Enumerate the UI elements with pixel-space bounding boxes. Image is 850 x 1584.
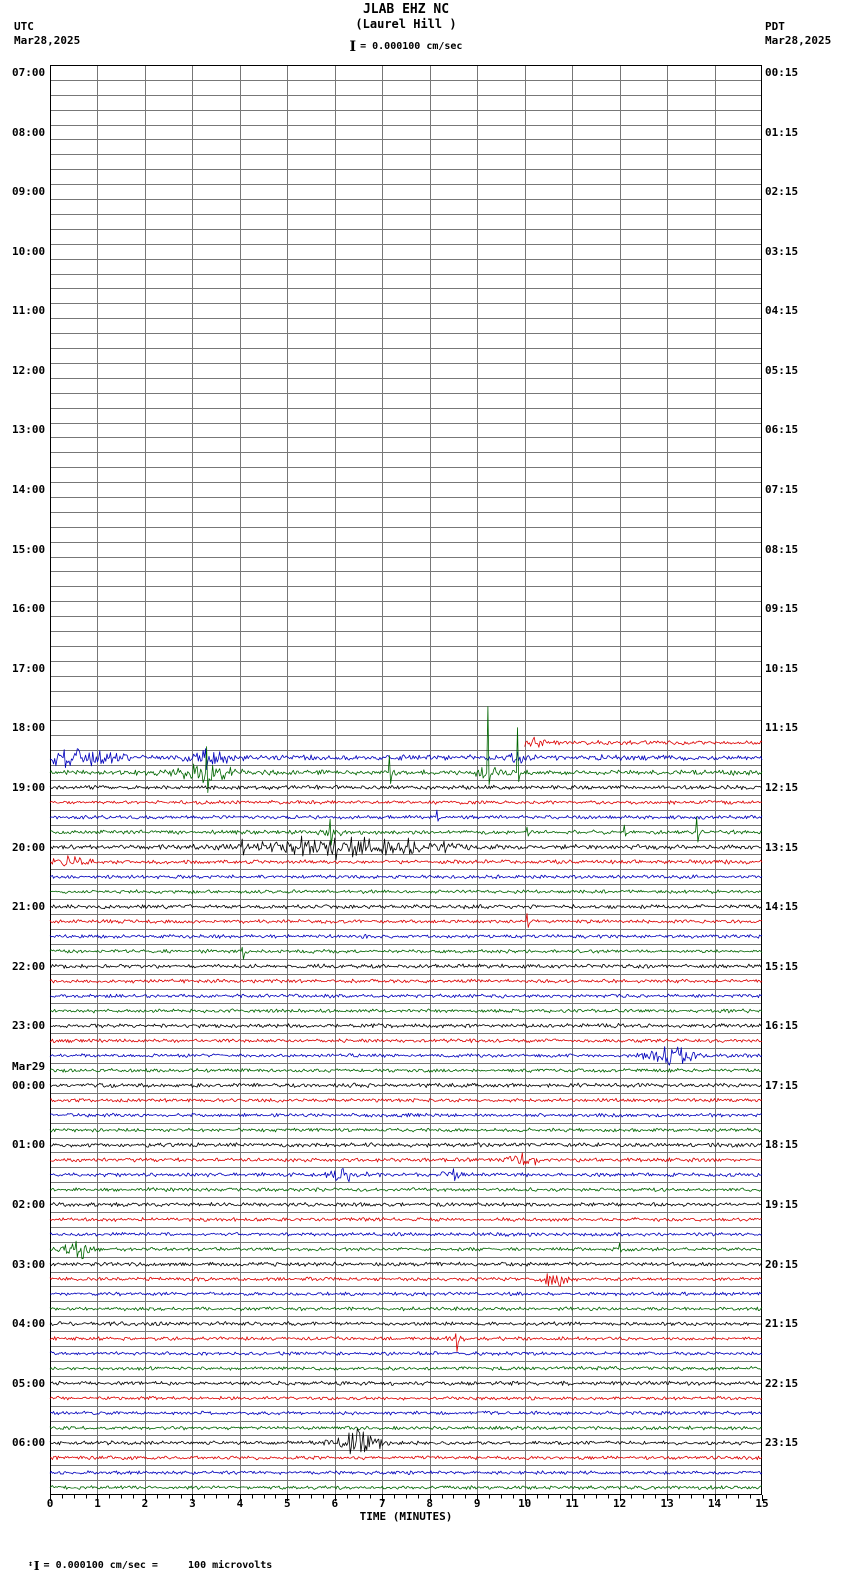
- helicorder-plot: [49, 65, 763, 1501]
- footnote-scale-bar-icon: I: [33, 1559, 40, 1573]
- x-tick-label: 10: [518, 1497, 532, 1510]
- utc-hour-label: 19:00: [12, 780, 46, 794]
- utc-hour-label: 07:00: [12, 65, 46, 79]
- utc-hour-label: 05:00: [12, 1376, 46, 1390]
- utc-hour-label: 02:00: [12, 1198, 46, 1211]
- pdt-hour-label: 11:15: [765, 721, 799, 735]
- utc-date-label: Mar28,2025: [14, 34, 81, 47]
- pdt-hour-label: 05:15: [765, 363, 799, 377]
- utc-hour-label: 01:00: [12, 1138, 46, 1152]
- x-tick-label: 2: [141, 1497, 149, 1510]
- utc-hour-label: 23:00: [12, 1019, 46, 1033]
- utc-hour-label: 06:00: [12, 1436, 46, 1450]
- pdt-hour-label: 17:15: [765, 1078, 799, 1092]
- pdt-hour-label: 01:15: [765, 125, 799, 139]
- utc-hour-label: 11:00: [12, 304, 46, 318]
- utc-timezone-label: UTC: [14, 20, 34, 33]
- pdt-hour-label: 06:15: [765, 423, 799, 437]
- pdt-hour-label: 18:15: [765, 1138, 799, 1152]
- utc-hour-label: 00:00: [12, 1078, 46, 1092]
- utc-hour-label: 12:00: [12, 363, 46, 377]
- pdt-hour-label: 04:15: [765, 304, 799, 318]
- utc-hour-label: 08:00: [12, 125, 46, 139]
- pdt-hour-label: 15:15: [765, 959, 799, 973]
- scale-bar-icon: I: [349, 39, 357, 55]
- pdt-hour-label: 09:15: [765, 602, 799, 616]
- utc-hour-label: 10:00: [12, 244, 46, 258]
- utc-hour-label: 04:00: [12, 1317, 46, 1331]
- utc-hour-label: 16:00: [12, 602, 46, 616]
- page-title: JLAB EHZ NC: [362, 2, 450, 17]
- pdt-hour-label: 10:15: [765, 661, 799, 675]
- x-tick-label: 8: [426, 1497, 433, 1510]
- x-tick-label: 6: [331, 1497, 339, 1510]
- pdt-hour-label: 02:15: [765, 185, 799, 199]
- x-tick-label: 4: [236, 1497, 244, 1510]
- pdt-hour-label: 13:15: [765, 840, 799, 854]
- page-subtitle: (Laurel Hill ): [355, 17, 457, 31]
- utc-hour-label: 14:00: [12, 483, 46, 496]
- pdt-hour-label: 07:15: [765, 483, 799, 496]
- pdt-hour-label: 19:15: [765, 1198, 799, 1211]
- scale-footnote: ↕I = 0.000100 cm/sec = 100 microvolts: [4, 1548, 272, 1584]
- pdt-hour-label: 20:15: [765, 1257, 799, 1271]
- utc-hour-label: 09:00: [12, 185, 46, 199]
- footnote-text: = 0.000100 cm/sec = 100 microvolts: [43, 1560, 273, 1571]
- pdt-timezone-label: PDT: [765, 20, 785, 33]
- pdt-hour-label: 22:15: [765, 1376, 799, 1390]
- utc-header: UTC Mar28,2025: [14, 20, 80, 48]
- pdt-hour-label: 12:15: [765, 780, 799, 794]
- x-tick-label: 12: [612, 1497, 627, 1510]
- utc-hour-label: 17:00: [12, 661, 46, 675]
- date-rollover-label: Mar29: [12, 1060, 46, 1073]
- x-tick-label: 14: [707, 1497, 722, 1510]
- pdt-header: PDT Mar28,2025: [765, 20, 831, 48]
- utc-hour-label: 15:00: [12, 542, 46, 556]
- pdt-hour-label: 00:15: [765, 65, 799, 79]
- utc-hour-label: 22:00: [12, 959, 46, 973]
- utc-hour-label: 21:00: [12, 900, 46, 914]
- pdt-hour-label: 03:15: [765, 244, 799, 258]
- amplitude-scale-annotation: I = 0.000100 cm/sec: [50, 39, 762, 55]
- scale-label: = 0.000100 cm/sec: [360, 41, 463, 52]
- pdt-hour-label: 21:15: [765, 1317, 799, 1331]
- pdt-hour-label: 08:15: [765, 542, 799, 556]
- utc-hour-label: 03:00: [12, 1257, 46, 1271]
- utc-hour-label: 18:00: [12, 721, 46, 735]
- pdt-hour-label: 14:15: [765, 900, 799, 914]
- pdt-date-label: Mar28,2025: [765, 34, 832, 47]
- pdt-hour-label: 16:15: [765, 1019, 799, 1033]
- x-axis-title: TIME (MINUTES): [359, 1510, 453, 1523]
- utc-hour-label: 20:00: [12, 840, 46, 854]
- resize-arrows-icon: ↕: [28, 1559, 33, 1568]
- utc-hour-label: 13:00: [12, 423, 46, 437]
- pdt-hour-label: 23:15: [765, 1436, 799, 1450]
